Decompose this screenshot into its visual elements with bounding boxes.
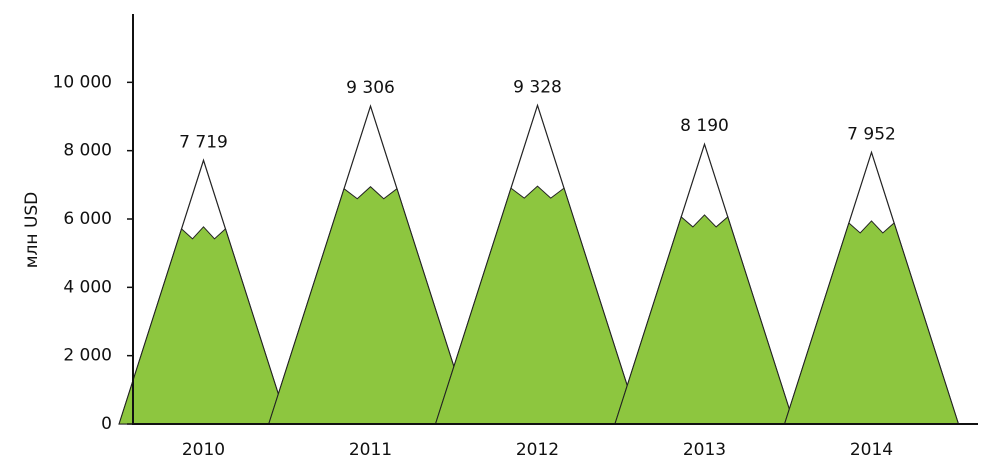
value-label: 7 952 (847, 124, 896, 144)
y-tick-label: 4 000 (63, 277, 112, 297)
mountain-body (268, 186, 473, 425)
value-label: 9 306 (346, 78, 395, 98)
mountain-body (614, 214, 795, 425)
value-label: 8 190 (680, 116, 729, 136)
x-tick-label: 2014 (850, 440, 893, 460)
mountain-body (434, 185, 641, 425)
mountain-body (118, 226, 289, 425)
y-tick-label: 8 000 (63, 141, 112, 161)
mountain (614, 142, 795, 425)
y-tick-label: 6 000 (63, 209, 112, 229)
x-tick-label: 2011 (349, 440, 392, 460)
y-tick-label: 10 000 (53, 72, 112, 92)
x-tick-label: 2013 (683, 440, 726, 460)
mountain (118, 158, 289, 425)
y-axis-title: млн USD (22, 192, 42, 269)
x-tick-label: 2012 (516, 440, 559, 460)
y-tick-label: 2 000 (63, 346, 112, 366)
x-tick-label: 2010 (182, 440, 225, 460)
value-label: 7 719 (179, 132, 228, 152)
y-tick-label: 0 (101, 414, 112, 434)
mountain-body (783, 220, 960, 425)
mountain (267, 104, 474, 425)
mountain (434, 103, 641, 425)
value-label: 9 328 (513, 77, 562, 97)
plot (118, 103, 960, 425)
mountain (783, 150, 960, 425)
